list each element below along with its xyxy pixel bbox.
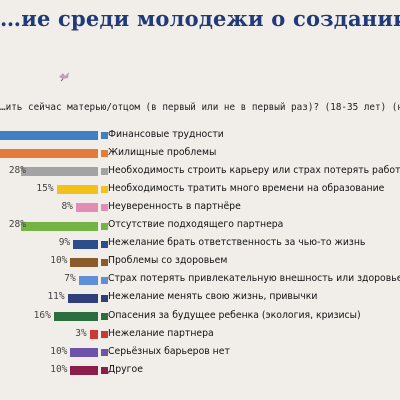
bar-4	[75, 203, 98, 213]
legend-swatch-13	[101, 367, 108, 375]
bar-6	[73, 239, 98, 249]
category-label-9: Нежелание менять свою жизнь, привычки	[108, 291, 318, 303]
legend-swatch-0	[101, 132, 108, 139]
bar-7	[70, 257, 98, 267]
bar-12	[70, 348, 98, 358]
category-label-11: Нежелание партнера	[108, 327, 214, 339]
category-label-8: Страх потерять привлекательную внешность…	[108, 273, 400, 285]
bar-1	[0, 149, 98, 159]
value-label-12: 10%	[50, 345, 68, 357]
legend-swatch-11	[101, 331, 108, 339]
bar-3	[56, 185, 98, 195]
category-label-3: Необходимость тратить много времени на о…	[108, 182, 385, 194]
value-label-3: 15%	[36, 182, 54, 194]
legend-swatch-12	[101, 349, 108, 357]
category-label-12: Серьёзных барьеров нет	[108, 345, 230, 357]
category-label-13: Другое	[108, 363, 143, 375]
value-label-5: 28%	[8, 219, 26, 230]
value-label-2: 28%	[8, 164, 26, 176]
legend-swatch-5	[101, 222, 108, 230]
bar-11	[89, 330, 98, 340]
bar-8	[78, 275, 98, 285]
category-label-6: Нежелание брать ответственность за чью-т…	[108, 237, 366, 249]
bar-9	[67, 293, 98, 303]
category-label-0: Финансовые трудности	[108, 128, 224, 140]
legend-swatch-3	[101, 186, 108, 194]
bar-chart: Финансовые трудности Жилищные проблемы 28%…	[0, 128, 400, 390]
category-label-2: Необходимость строить карьеру или страх …	[108, 164, 400, 176]
value-label-8: 7%	[64, 273, 76, 285]
value-label-10: 16%	[33, 309, 51, 321]
bar-10	[53, 312, 98, 321]
category-label-1: Жилищные проблемы	[108, 146, 217, 158]
legend-swatch-6	[101, 240, 108, 248]
value-label-6: 9%	[58, 237, 71, 249]
legend-swatch-7	[101, 258, 108, 266]
value-label-13: 10%	[50, 363, 68, 375]
legend-swatch-9	[101, 294, 108, 302]
value-label-9: 11%	[47, 291, 65, 303]
value-label-11: 3%	[75, 327, 87, 339]
bar-0	[0, 131, 98, 140]
category-label-7: Проблемы со здоровьем	[108, 255, 228, 267]
category-label-10: Опасения за будущее ребенка (экология, к…	[108, 309, 361, 321]
chart-subtitle: …ить сейчас матерью/отцом (в первый или …	[0, 102, 400, 113]
value-label-4: 8%	[61, 200, 73, 212]
value-label-7: 10%	[50, 255, 68, 267]
bar-5	[20, 221, 98, 231]
bar-2	[20, 167, 98, 177]
legend-swatch-10	[101, 313, 108, 320]
decorative-bird-icon	[59, 72, 69, 82]
category-label-4: Неуверенность в партнёре	[108, 200, 241, 212]
bar-13	[70, 366, 98, 376]
legend-swatch-2	[101, 168, 108, 176]
legend-swatch-1	[101, 150, 108, 158]
category-label-5: Отсутствие подходящего партнера	[108, 219, 284, 230]
legend-swatch-4	[101, 204, 108, 212]
legend-swatch-8	[101, 276, 108, 284]
chart-title: …ие среди молодежи о создании семьи и ро…	[0, 6, 400, 31]
